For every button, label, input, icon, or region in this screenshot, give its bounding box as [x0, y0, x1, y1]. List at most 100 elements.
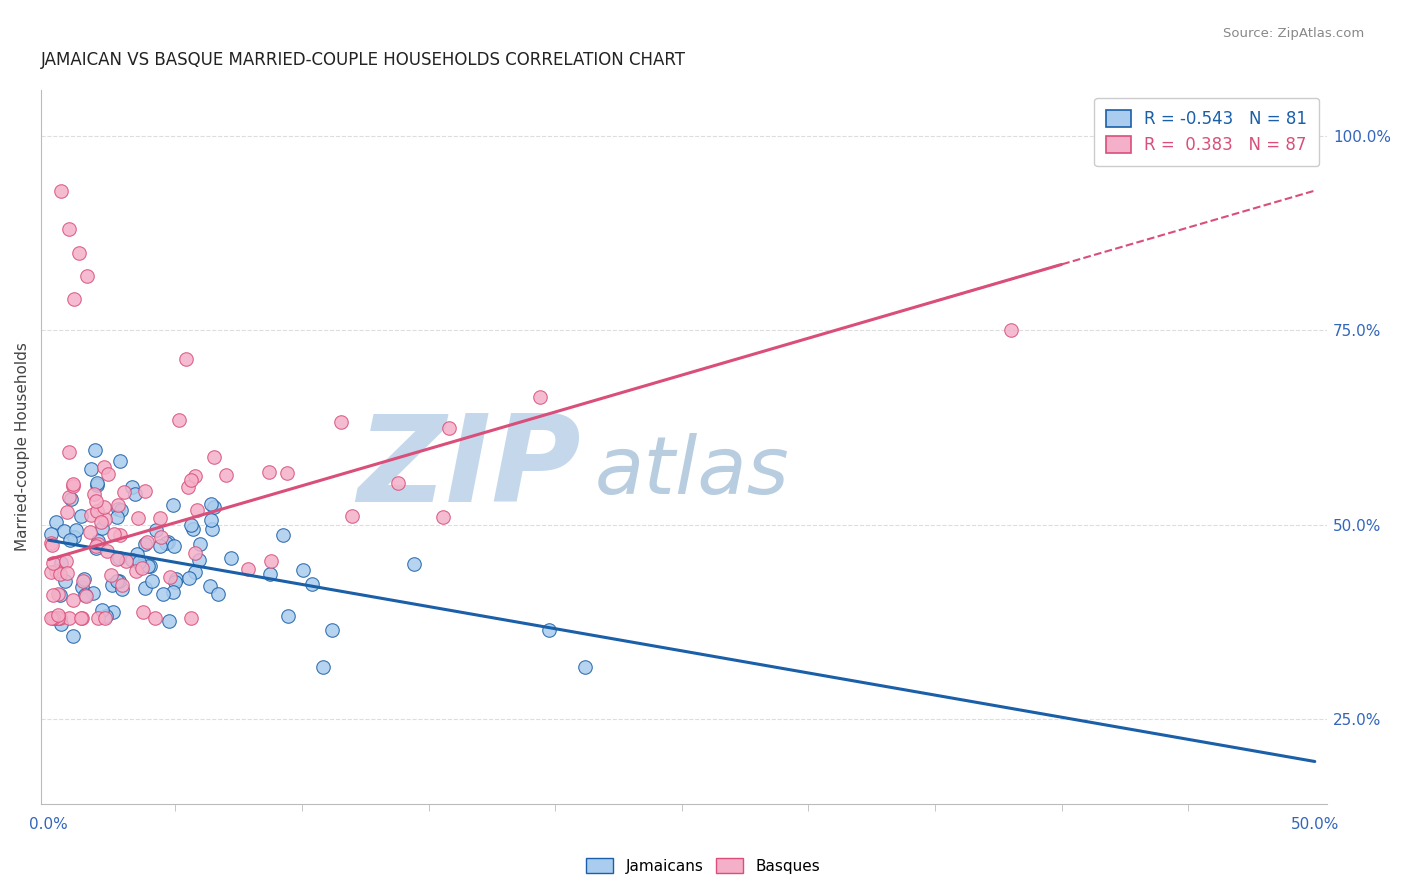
- Point: [39, 526, 62, 541]
- Point: [70, 581, 93, 595]
- Point: [72, 574, 94, 589]
- Point: [301, 576, 323, 591]
- Point: [177, 480, 200, 494]
- Point: [112, 485, 135, 500]
- Point: [46, 611, 69, 625]
- Point: [174, 351, 197, 366]
- Point: [73, 572, 96, 586]
- Point: [39, 566, 62, 580]
- Point: [342, 509, 364, 524]
- Point: [108, 551, 131, 566]
- Point: [70, 509, 93, 524]
- Point: [86, 611, 108, 625]
- Point: [94, 512, 117, 526]
- Point: [48, 589, 70, 603]
- Point: [177, 571, 200, 585]
- Point: [75, 588, 97, 602]
- Point: [41, 538, 63, 552]
- Point: [125, 564, 148, 578]
- Point: [101, 605, 124, 619]
- Point: [180, 611, 202, 625]
- Point: [86, 477, 108, 491]
- Point: [53, 524, 76, 538]
- Text: JAMAICAN VS BASQUE MARRIED-COUPLE HOUSEHOLDS CORRELATION CHART: JAMAICAN VS BASQUE MARRIED-COUPLE HOUSEH…: [41, 51, 686, 69]
- Point: [157, 615, 180, 629]
- Point: [53, 574, 76, 588]
- Point: [107, 498, 129, 512]
- Point: [134, 581, 156, 595]
- Point: [184, 469, 207, 483]
- Point: [152, 587, 174, 601]
- Point: [121, 480, 143, 494]
- Point: [276, 466, 298, 480]
- Point: [96, 544, 118, 558]
- Point: [127, 511, 149, 525]
- Point: [90, 603, 112, 617]
- Point: [58, 611, 80, 625]
- Point: [134, 484, 156, 499]
- Point: [93, 500, 115, 515]
- Point: [94, 609, 117, 624]
- Point: [63, 530, 86, 544]
- Point: [111, 578, 134, 592]
- Point: [80, 462, 103, 476]
- Point: [163, 539, 186, 553]
- Point: [46, 608, 69, 623]
- Point: [84, 539, 107, 553]
- Point: [83, 487, 105, 501]
- Point: [46, 587, 69, 601]
- Point: [107, 502, 129, 516]
- Point: [83, 443, 105, 458]
- Point: [90, 520, 112, 534]
- Point: [51, 184, 73, 198]
- Point: [329, 416, 352, 430]
- Point: [145, 524, 167, 538]
- Point: [69, 611, 91, 625]
- Point: [202, 450, 225, 465]
- Point: [437, 420, 460, 434]
- Point: [115, 554, 138, 568]
- Legend: R = -0.543   N = 81, R =  0.383   N = 87: R = -0.543 N = 81, R = 0.383 N = 87: [1094, 98, 1319, 166]
- Point: [80, 508, 103, 522]
- Point: [70, 611, 93, 625]
- Point: [257, 466, 280, 480]
- Point: [141, 574, 163, 589]
- Point: [46, 611, 69, 625]
- Point: [149, 531, 172, 545]
- Point: [75, 590, 97, 604]
- Point: [163, 575, 186, 590]
- Point: [180, 473, 202, 487]
- Point: [105, 574, 128, 589]
- Point: [58, 491, 80, 505]
- Point: [103, 527, 125, 541]
- Point: [202, 500, 225, 515]
- Point: [110, 503, 132, 517]
- Point: [259, 567, 281, 582]
- Point: [41, 536, 63, 550]
- Point: [62, 629, 84, 643]
- Point: [162, 585, 184, 599]
- Point: [56, 566, 79, 581]
- Point: [221, 551, 243, 566]
- Point: [165, 572, 187, 586]
- Point: [200, 497, 222, 511]
- Point: [62, 476, 84, 491]
- Point: [49, 611, 72, 625]
- Point: [56, 506, 79, 520]
- Point: [121, 553, 143, 567]
- Point: [96, 467, 118, 482]
- Point: [87, 536, 110, 550]
- Point: [277, 609, 299, 624]
- Point: [188, 552, 211, 566]
- Point: [201, 522, 224, 536]
- Point: [180, 517, 202, 532]
- Point: [41, 611, 63, 625]
- Point: [108, 454, 131, 468]
- Text: atlas: atlas: [595, 433, 789, 511]
- Point: [65, 524, 87, 538]
- Point: [62, 479, 84, 493]
- Point: [143, 611, 166, 625]
- Point: [200, 513, 222, 527]
- Point: [93, 611, 115, 625]
- Point: [100, 567, 122, 582]
